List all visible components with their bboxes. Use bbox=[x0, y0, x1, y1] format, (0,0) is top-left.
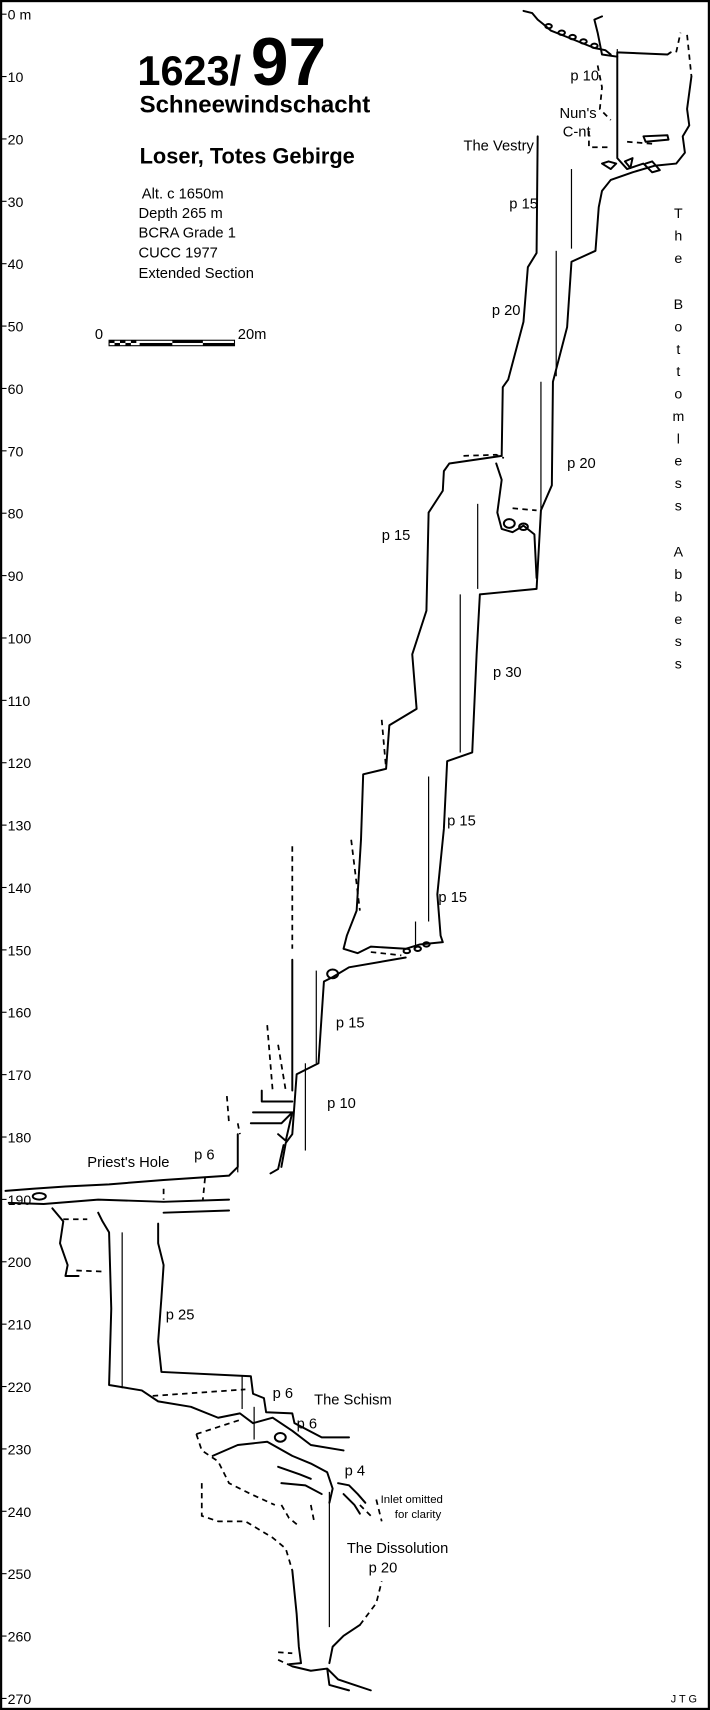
depth-tick-label: 120 bbox=[8, 756, 32, 772]
depth-tick-label: 160 bbox=[8, 1006, 32, 1022]
depth-tick-label: 0 m bbox=[8, 8, 32, 24]
label-inlet: Inlet omitted bbox=[381, 1494, 443, 1506]
label-p15: p 15 bbox=[382, 528, 411, 544]
side-label-letter: t bbox=[676, 364, 680, 380]
side-label-letter: o bbox=[674, 387, 682, 403]
side-label-letter: h bbox=[674, 228, 682, 244]
survey-labels: p 10 Nun's C-nt The Vestry p 15 p 20 p 2… bbox=[87, 69, 697, 1706]
side-label-letter: T bbox=[674, 206, 683, 222]
label-schism: The Schism bbox=[314, 1393, 392, 1409]
label-p6: p 6 bbox=[297, 1417, 317, 1433]
depth-tick-label: 110 bbox=[8, 694, 31, 710]
depth-tick-label: 50 bbox=[8, 320, 24, 336]
depth-tick-label: 170 bbox=[8, 1068, 32, 1084]
info-grade: BCRA Grade 1 bbox=[139, 226, 236, 242]
cave-passages bbox=[4, 9, 693, 1692]
label-p6: p 6 bbox=[273, 1386, 293, 1402]
side-label-letter: t bbox=[676, 342, 680, 358]
side-label-letter: b bbox=[674, 567, 682, 583]
label-dissolution: The Dissolution bbox=[347, 1541, 448, 1557]
side-label-letter: l bbox=[677, 431, 680, 447]
depth-tick-label: 10 bbox=[8, 70, 24, 86]
label-p20: p 20 bbox=[492, 303, 521, 319]
depth-tick-label: 140 bbox=[8, 881, 32, 897]
depth-tick-label: 20 bbox=[8, 132, 24, 148]
info-altitude: Alt. c 1650m bbox=[142, 186, 224, 202]
side-label-letter: s bbox=[675, 476, 682, 492]
depth-tick-label: 190 bbox=[8, 1193, 32, 1209]
pitch-lines bbox=[121, 49, 618, 1628]
location: Loser, Totes Gebirge bbox=[140, 144, 355, 169]
side-label-letter: s bbox=[675, 498, 682, 514]
side-label-letter: s bbox=[675, 634, 682, 650]
side-label-letter: e bbox=[674, 612, 682, 628]
author-initials: J T G bbox=[671, 1693, 697, 1705]
label-p15: p 15 bbox=[509, 196, 538, 212]
depth-tick-label: 130 bbox=[8, 819, 32, 835]
side-label-letter: s bbox=[675, 657, 682, 673]
side-label-letter: b bbox=[674, 589, 682, 605]
survey-number-prefix: 1623/ bbox=[137, 47, 241, 94]
scale-end: 20m bbox=[238, 327, 267, 343]
depth-tick-label: 260 bbox=[8, 1630, 32, 1646]
side-label-letter: A bbox=[674, 545, 684, 561]
label-cnt: C-nt bbox=[563, 124, 591, 140]
side-label-letter: e bbox=[674, 251, 682, 267]
depth-tick-label: 230 bbox=[8, 1442, 32, 1458]
label-p10: p 10 bbox=[327, 1096, 356, 1112]
depth-tick-label: 270 bbox=[8, 1692, 32, 1708]
depth-tick-label: 70 bbox=[8, 444, 24, 460]
depth-tick-label: 200 bbox=[8, 1255, 32, 1271]
depth-tick-label: 220 bbox=[8, 1380, 32, 1396]
label-p15: p 15 bbox=[438, 890, 467, 906]
label-p15: p 15 bbox=[336, 1015, 365, 1031]
label-inlet-clarity: for clarity bbox=[395, 1509, 442, 1521]
side-label-letter: m bbox=[672, 409, 684, 425]
side-label-letter: o bbox=[674, 320, 682, 336]
cave-name: Schneewindschacht bbox=[140, 91, 371, 118]
depth-tick-label: 250 bbox=[8, 1567, 32, 1583]
label-nuns: Nun's bbox=[559, 106, 596, 122]
info-club: CUCC 1977 bbox=[139, 245, 218, 261]
depth-tick-label: 210 bbox=[8, 1318, 32, 1334]
depth-tick-label: 60 bbox=[8, 382, 24, 398]
label-p10: p 10 bbox=[570, 69, 599, 85]
depth-tick-label: 150 bbox=[8, 943, 32, 959]
label-p20: p 20 bbox=[369, 1561, 398, 1577]
survey-number: 97 bbox=[251, 25, 326, 100]
label-p6: p 6 bbox=[194, 1147, 214, 1163]
label-vestry: The Vestry bbox=[464, 138, 535, 154]
depth-tick-label: 240 bbox=[8, 1505, 32, 1521]
label-p30: p 30 bbox=[493, 665, 522, 681]
depth-tick-label: 180 bbox=[8, 1130, 32, 1146]
label-p15: p 15 bbox=[447, 814, 476, 830]
depth-tick-label: 100 bbox=[8, 631, 32, 647]
info-section: Extended Section bbox=[139, 266, 254, 282]
depth-tick-label: 40 bbox=[8, 257, 24, 273]
label-p20: p 20 bbox=[567, 456, 596, 472]
label-priests-hole: Priest's Hole bbox=[87, 1155, 169, 1171]
scale-bar: 0 20m bbox=[95, 327, 267, 347]
depth-tick-label: 90 bbox=[8, 569, 24, 585]
scale-start: 0 bbox=[95, 327, 103, 343]
depth-axis: 0 m 10 20 30 40 50 60 70 80 90 100 110 120 130 140 150 1… bbox=[1, 8, 31, 1708]
side-label-letter: B bbox=[674, 297, 683, 313]
label-p25: p 25 bbox=[166, 1308, 195, 1324]
info-depth: Depth 265 m bbox=[139, 206, 223, 222]
depth-tick-label: 30 bbox=[8, 195, 24, 211]
side-label-letter: e bbox=[674, 454, 682, 470]
label-p4: p 4 bbox=[345, 1464, 365, 1480]
depth-tick-label: 80 bbox=[8, 507, 24, 523]
